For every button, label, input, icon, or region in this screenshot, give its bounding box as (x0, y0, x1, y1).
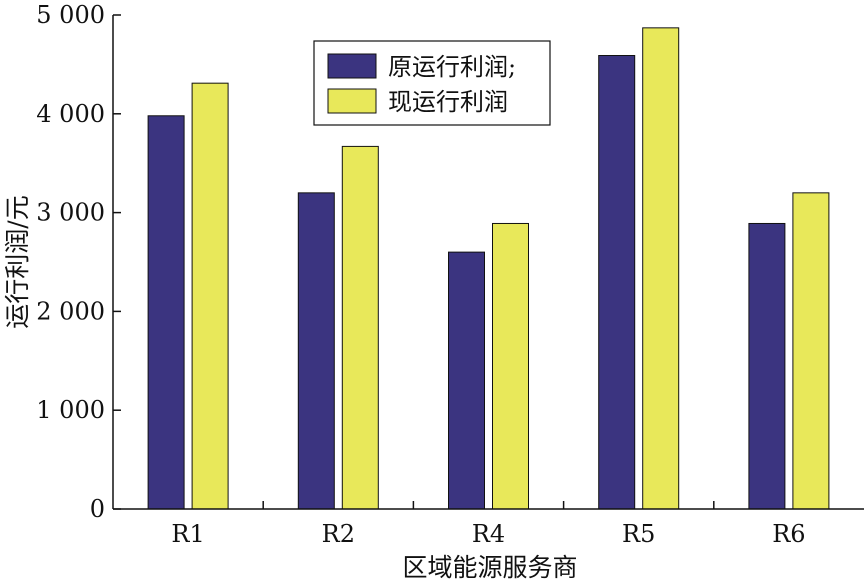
bar-R1-series-0 (147, 115, 185, 510)
x-ticks: R1 R2 R4 R5 R6 (171, 501, 806, 548)
legend-label-0: 原运行利润; (388, 53, 516, 81)
legend-swatch-1 (327, 88, 377, 114)
y-tick-label: 1 000 (36, 396, 105, 424)
x-tick-label-R1: R1 (171, 520, 204, 548)
bar-R6-series-1 (792, 192, 830, 510)
bar-R2-series-0 (297, 192, 335, 510)
y-tick-label: 4 000 (36, 100, 105, 128)
y-tick-label: 3 000 (36, 199, 105, 227)
y-axis-title: 运行利润/元 (3, 195, 32, 328)
y-tick-label: 2 000 (36, 297, 105, 325)
legend: 原运行利润; 现运行利润 (313, 40, 551, 126)
bar-R1-series-1 (191, 82, 229, 510)
bar-R6-series-0 (748, 222, 786, 510)
bar-R2-series-1 (341, 145, 379, 510)
bar-R5-series-0 (598, 55, 636, 510)
bars-layer (147, 27, 830, 510)
y-tick-label: 0 (90, 495, 105, 523)
bar-R4-series-1 (492, 222, 529, 510)
y-tick-label: 5 000 (36, 1, 105, 29)
legend-label-1: 现运行利润 (388, 88, 508, 116)
axes-layer (112, 15, 864, 510)
legend-swatch-0 (327, 53, 377, 79)
x-tick-label-R6: R6 (772, 520, 805, 548)
bar-R5-series-1 (642, 27, 680, 510)
x-tick-label-R5: R5 (622, 520, 655, 548)
x-axis-title: 区域能源服务商 (402, 553, 577, 582)
bar-R4-series-0 (448, 251, 485, 510)
x-tick-label-R2: R2 (322, 520, 355, 548)
y-ticks: 0 1 000 2 000 3 000 4 000 5 000 (36, 1, 121, 523)
x-tick-label-R4: R4 (472, 520, 505, 548)
